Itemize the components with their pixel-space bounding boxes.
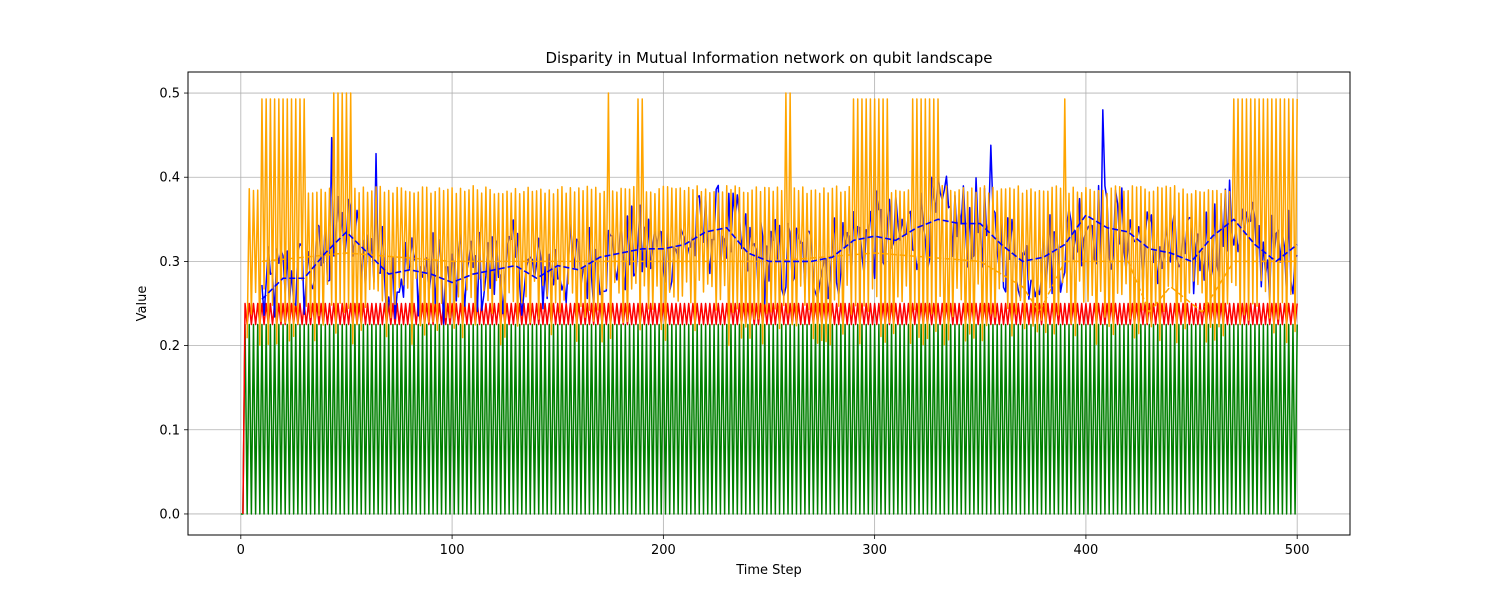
y-axis-label: Value (135, 286, 150, 322)
y-tick-label: 0.5 (159, 87, 180, 102)
y-tick-label: 0.4 (159, 171, 180, 186)
y-axis: 0.0 0.1 0.2 0.3 0.4 0.5 (159, 87, 188, 522)
x-tick-label: 300 (862, 543, 887, 558)
x-tick-label: 400 (1073, 543, 1098, 558)
x-tick-label: 100 (440, 543, 465, 558)
x-tick-label: 200 (651, 543, 676, 558)
x-axis: 0 100 200 300 400 500 (237, 535, 1310, 558)
series-line-orange (246, 92, 1298, 347)
plot-frame (187, 71, 1351, 536)
series-line-blue-mean (261, 214, 1298, 300)
series-layer (240, 92, 1298, 515)
y-tick-label: 0.0 (159, 507, 180, 522)
x-axis-label: Time Step (735, 563, 802, 578)
y-tick-label: 0.3 (159, 255, 180, 270)
chart-title: Disparity in Mutual Information network … (545, 49, 992, 67)
x-tick-label: 500 (1285, 543, 1310, 558)
series-line-green (240, 323, 1298, 515)
x-tick-label: 0 (237, 543, 245, 558)
series-line-orange-mean (261, 252, 1298, 313)
y-tick-label: 0.2 (159, 339, 180, 354)
y-tick-label: 0.1 (159, 423, 180, 438)
